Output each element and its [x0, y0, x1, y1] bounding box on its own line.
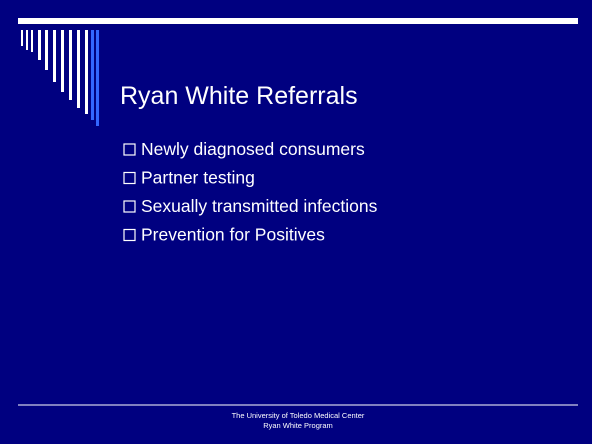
footer-text: The University of Toledo Medical Center	[232, 411, 365, 420]
bullet-text: Prevention for Positives	[141, 225, 325, 245]
stripe	[38, 30, 41, 60]
slide-title: Ryan White Referrals	[120, 82, 358, 110]
bullet-marker	[123, 228, 136, 242]
stripe	[85, 30, 88, 114]
footer-text: Ryan White Program	[263, 421, 333, 430]
bullet-marker	[123, 143, 136, 156]
stripes	[21, 30, 99, 126]
stripe	[91, 30, 94, 120]
bullet-text: Newly diagnosed consumers	[141, 139, 365, 159]
stripe	[69, 30, 72, 100]
stripe	[21, 30, 23, 46]
bullet-marker	[123, 200, 136, 213]
stripe	[45, 30, 48, 70]
bullet-marker	[123, 171, 136, 185]
stripe	[31, 30, 33, 52]
top-bar	[18, 18, 578, 24]
bullet-list: Newly diagnosed consumers Partner testing…	[123, 139, 378, 245]
stripe	[61, 30, 64, 92]
stripe	[53, 30, 56, 82]
bullet-text: Sexually transmitted infections	[141, 196, 378, 216]
stripe	[77, 30, 80, 108]
stripe	[26, 30, 28, 50]
bullet-text: Partner testing	[141, 168, 255, 188]
stripe	[96, 30, 99, 126]
